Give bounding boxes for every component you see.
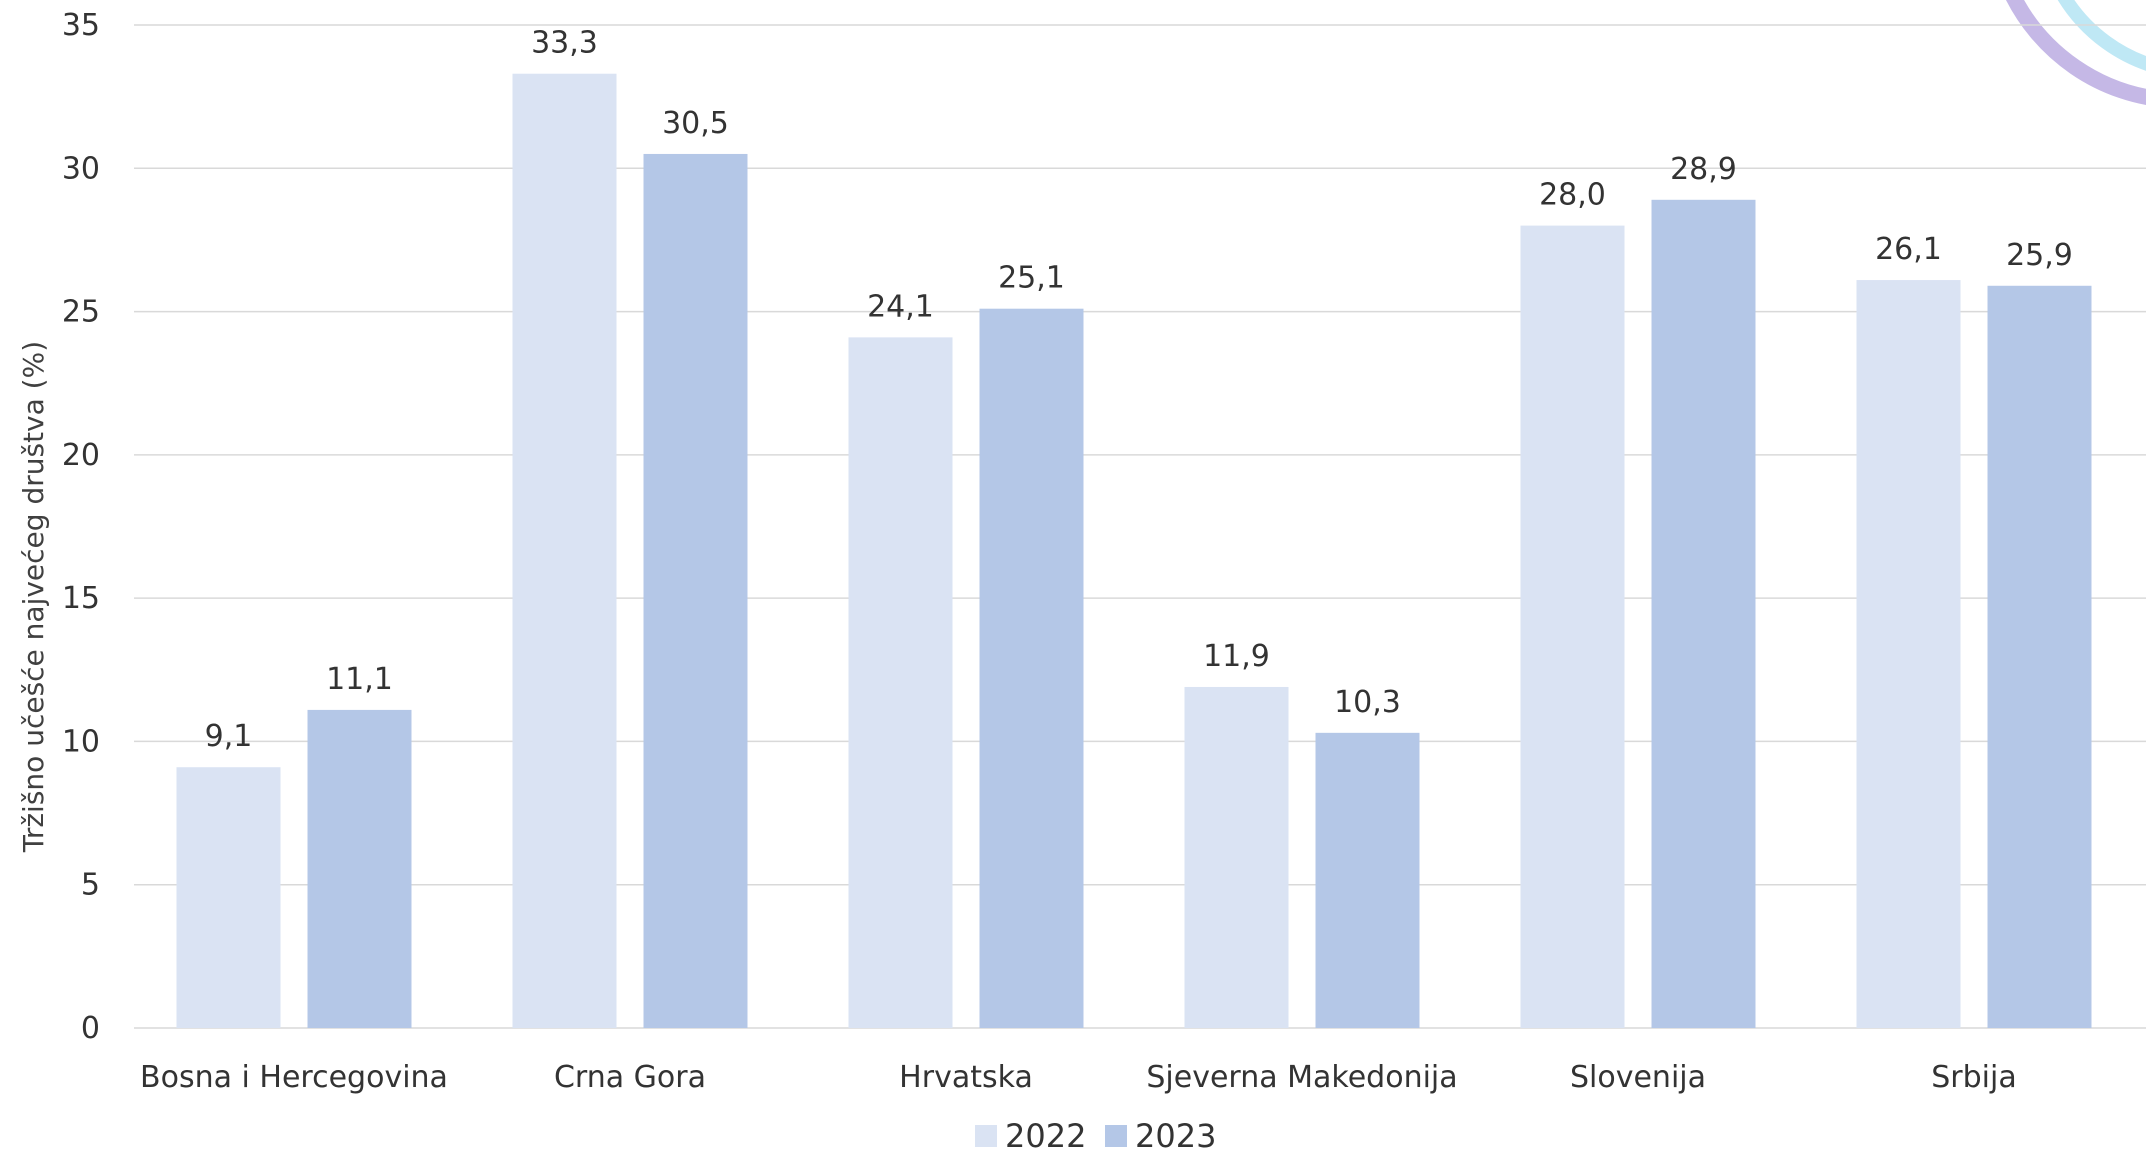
bar-2022-0 — [177, 767, 281, 1028]
gridlines — [134, 25, 2146, 1028]
bar-2022-2 — [849, 337, 953, 1028]
y-tick-label: 30 — [62, 151, 100, 186]
y-tick-label: 20 — [62, 438, 100, 473]
data-label-2023-5: 25,9 — [2006, 238, 2073, 273]
data-label-2022-0: 9,1 — [205, 719, 253, 754]
y-tick-label: 0 — [81, 1011, 100, 1046]
bar-2022-4 — [1521, 226, 1625, 1028]
corner-arc-decoration — [2010, 0, 2146, 100]
data-label-2022-4: 28,0 — [1539, 178, 1606, 213]
category-label: Hrvatska — [899, 1060, 1033, 1095]
y-tick-label: 5 — [81, 868, 100, 903]
y-tick-label: 10 — [62, 724, 100, 759]
data-labels: 9,1 11,1 33,3 30,5 24,1 25,1 11,9 10,3 28,0 28,9 2… — [205, 26, 2073, 755]
legend-swatch-2022 — [975, 1125, 997, 1147]
category-label: Slovenija — [1570, 1060, 1706, 1095]
data-label-2022-5: 26,1 — [1875, 232, 1942, 267]
y-tick-label: 35 — [62, 8, 100, 43]
category-label: Sjeverna Makedonija — [1146, 1060, 1457, 1095]
bar-2023-0 — [308, 710, 412, 1028]
category-label: Crna Gora — [554, 1060, 706, 1095]
bar-2023-2 — [980, 309, 1084, 1028]
data-label-2023-4: 28,9 — [1670, 152, 1737, 187]
bar-2023-1 — [644, 154, 748, 1028]
category-labels: Bosna i Hercegovina Crna Gora Hrvatska Sjev… — [140, 1060, 2017, 1095]
bar-2023-3 — [1316, 733, 1420, 1028]
data-label-2023-0: 11,1 — [326, 662, 393, 697]
category-label: Srbija — [1931, 1060, 2016, 1095]
y-axis-title: Tržišno učešće najvećeg društva (%) — [17, 341, 50, 853]
y-axis-ticks: 0 5 10 15 20 25 30 35 — [62, 8, 100, 1046]
legend: 2022 2023 — [975, 1117, 1216, 1155]
legend-swatch-2023 — [1105, 1125, 1127, 1147]
bar-2022-1 — [513, 74, 617, 1028]
y-tick-label: 15 — [62, 581, 100, 616]
legend-label-2022: 2022 — [1005, 1117, 1086, 1155]
bar-2022-3 — [1185, 687, 1289, 1028]
legend-label-2023: 2023 — [1135, 1117, 1216, 1155]
bar-2023-4 — [1652, 200, 1756, 1028]
y-tick-label: 25 — [62, 295, 100, 330]
data-label-2023-2: 25,1 — [998, 261, 1065, 296]
data-label-2022-3: 11,9 — [1203, 639, 1270, 674]
data-label-2023-1: 30,5 — [662, 106, 729, 141]
data-label-2022-2: 24,1 — [867, 289, 934, 324]
category-label: Bosna i Hercegovina — [140, 1060, 448, 1095]
data-label-2022-1: 33,3 — [531, 26, 598, 61]
bar-2023-5 — [1988, 286, 2092, 1028]
data-label-2023-3: 10,3 — [1334, 685, 1401, 720]
bar-2022-5 — [1857, 280, 1961, 1028]
